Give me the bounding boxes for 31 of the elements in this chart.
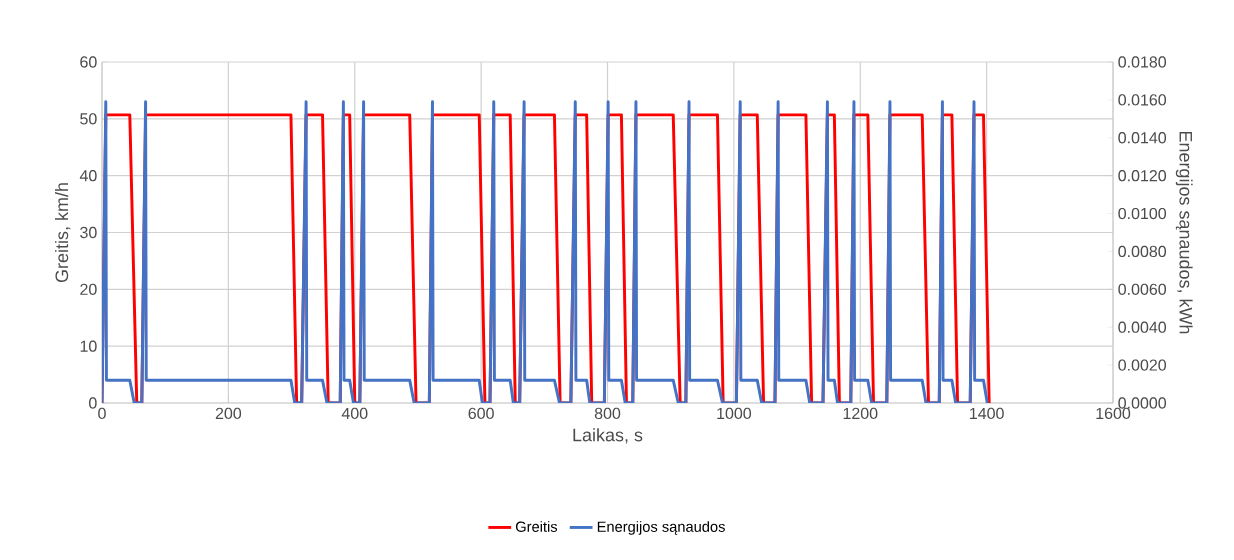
x-tick-label: 0 (98, 407, 106, 420)
x-tick-label: 1600 (1096, 407, 1131, 420)
y2-tick-label: 0.0120 (1118, 170, 1167, 182)
y2-tick-label: 0.0060 (1118, 283, 1167, 295)
y-tick-label: 20 (80, 283, 97, 295)
y2-tick-label: 0.0100 (1118, 207, 1167, 220)
y2-tick-label: 0.0000 (1118, 397, 1167, 409)
y2-tick-label: 0.0140 (1118, 132, 1167, 144)
x-tick-label: 200 (215, 407, 242, 420)
y-tick-label: 40 (79, 170, 97, 182)
legend-label: Greitis (515, 521, 558, 532)
y-tick-label: 30 (80, 226, 97, 239)
x-tick-label: 1400 (970, 407, 1004, 420)
y2-axis-title: Energijos sąnaudos, kWh (1175, 131, 1193, 334)
y-axis-title: Greitis, km/h (54, 183, 71, 283)
y2-tick-label: 0.0160 (1118, 94, 1167, 106)
y2-tick-label: 0.0080 (1118, 245, 1167, 258)
y-tick-label: 0 (89, 397, 97, 409)
y2-tick-label: 0.0180 (1118, 56, 1167, 68)
legend-label: Energijos sąnaudos (597, 521, 725, 535)
y-tick-label: 60 (80, 56, 97, 68)
x-tick-label: 1000 (717, 407, 752, 420)
y2-tick-label: 0.0020 (1118, 359, 1167, 371)
x-tick-label: 600 (468, 407, 494, 420)
y-tick-label: 50 (80, 113, 97, 125)
x-tick-label: 400 (341, 407, 368, 420)
y-tick-label: 10 (80, 340, 97, 352)
x-axis-title: Laikas, s (573, 428, 643, 444)
x-tick-label: 1200 (843, 407, 878, 420)
x-tick-label: 800 (594, 407, 621, 420)
y2-tick-label: 0.0040 (1118, 321, 1167, 333)
